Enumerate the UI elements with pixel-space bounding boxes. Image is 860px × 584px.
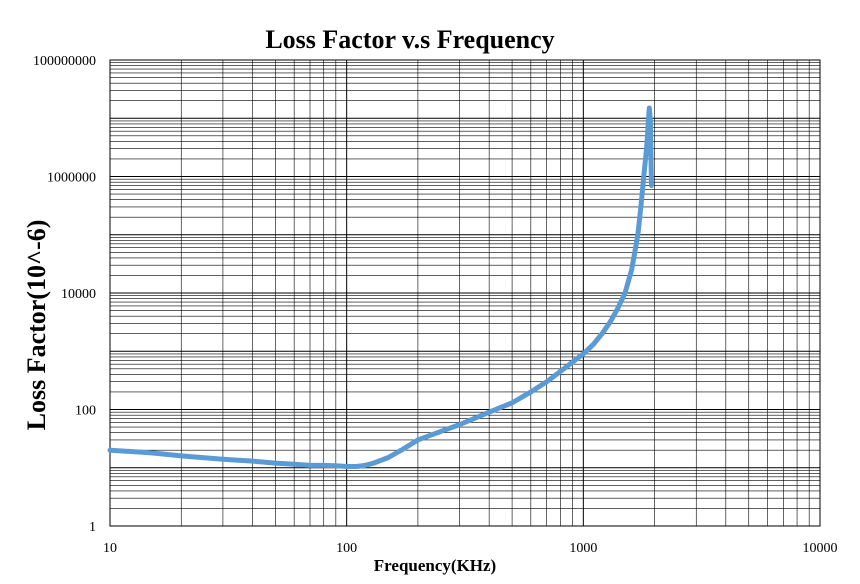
y-tick-label: 1 bbox=[89, 520, 96, 535]
chart-title: Loss Factor v.s Frequency bbox=[265, 25, 554, 54]
x-axis-label: Frequency(KHz) bbox=[374, 556, 496, 575]
x-tick-label: 100 bbox=[336, 541, 357, 556]
x-tick-label: 1000 bbox=[569, 541, 597, 556]
y-axis-label: Loss Factor(10^-6) bbox=[22, 220, 51, 431]
plot-frame bbox=[109, 59, 821, 527]
series-line bbox=[107, 105, 654, 470]
x-tick-label: 10 bbox=[103, 541, 117, 556]
x-tick-label: 10000 bbox=[803, 541, 838, 556]
y-tick-label: 1000000 bbox=[47, 171, 96, 186]
tick-labels: 10 100 1000 10000 1 100 10000 1000000 100000000 bbox=[33, 54, 838, 556]
y-tick-label: 100 bbox=[75, 404, 96, 419]
y-tick-label: 100000000 bbox=[33, 54, 96, 69]
y-tick-label: 10000 bbox=[61, 287, 96, 302]
grid-lines bbox=[109, 60, 820, 527]
